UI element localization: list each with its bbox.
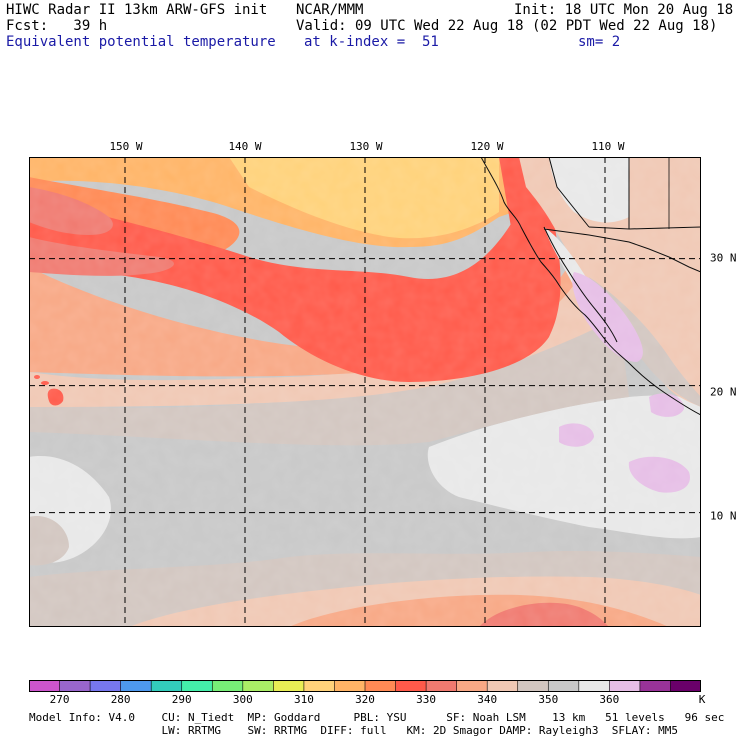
colorbar-label: 280 [110, 693, 131, 706]
map-frame [29, 157, 701, 627]
colorbar-bin [273, 680, 305, 692]
lat-label-30n: 30 N [710, 251, 737, 265]
lat-label-10n: 10 N [710, 509, 737, 523]
colorbar-bin [90, 680, 122, 692]
smoothing-label: sm= 2 [578, 34, 621, 50]
colorbar-bin [120, 680, 152, 692]
lon-label-150w: 150 W [109, 140, 143, 153]
colorbar-bin [548, 680, 580, 692]
colorbar-frame [29, 680, 701, 692]
lon-label-130w: 130 W [349, 140, 383, 153]
field-name: Equivalent potential temperature [6, 34, 276, 50]
colorbar-bin [456, 680, 488, 692]
colorbar-bin [242, 680, 274, 692]
colorbar-bin [29, 680, 61, 692]
level-label: at k-index = 51 [304, 34, 439, 50]
model-title: HIWC Radar II 13km ARW-GFS init [6, 2, 268, 18]
lat-label-20n: 20 N [710, 385, 737, 399]
valid-time: Valid: 09 UTC Wed 22 Aug 18 (02 PDT Wed … [296, 18, 718, 34]
lon-label-120w: 120 W [470, 140, 504, 153]
latlon-grid [29, 157, 701, 627]
colorbar-bin [59, 680, 91, 692]
colorbar-bin [578, 680, 610, 692]
lon-label-140w: 140 W [228, 140, 262, 153]
colorbar-bin [670, 680, 701, 692]
colorbar-bin [151, 680, 183, 692]
colorbar-label: 350 [538, 693, 559, 706]
model-info-line2: LW: RRTMG SW: RRTMG DIFF: full KM: 2D Sm… [29, 724, 679, 737]
colorbar-label: 300 [232, 693, 253, 706]
colorbar-bin [487, 680, 519, 692]
colorbar-label: 270 [49, 693, 70, 706]
colorbar-label: 360 [599, 693, 620, 706]
lon-label-110w: 110 W [591, 140, 625, 153]
theta-e-map [29, 157, 701, 627]
colorbar-unit: K [698, 693, 706, 706]
colorbar-bin [609, 680, 641, 692]
institution-label: NCAR/MMM [296, 2, 364, 18]
colorbar-bin [395, 680, 427, 692]
colorbar-bin [303, 680, 335, 692]
colorbar-bin [365, 680, 397, 692]
colorbar-bin [212, 680, 244, 692]
model-info-line1: Model Info: V4.0 CU: N_Tiedt MP: Goddard… [29, 711, 725, 724]
colorbar-label: 290 [171, 693, 192, 706]
forecast-hour: Fcst: 39 h [6, 18, 108, 34]
colorbar-bin [517, 680, 549, 692]
colorbar-label: 310 [293, 693, 314, 706]
colorbar-bin [639, 680, 671, 692]
colorbar [29, 680, 701, 692]
colorbar-label: 320 [355, 693, 375, 706]
init-time: Init: 18 UTC Mon 20 Aug 18 [514, 2, 734, 18]
colorbar-bin [334, 680, 366, 692]
colorbar-label: 330 [416, 693, 437, 706]
colorbar-label: 340 [477, 693, 498, 706]
colorbar-bin [426, 680, 458, 692]
colorbar-bins [29, 680, 701, 692]
colorbar-bin [181, 680, 213, 692]
